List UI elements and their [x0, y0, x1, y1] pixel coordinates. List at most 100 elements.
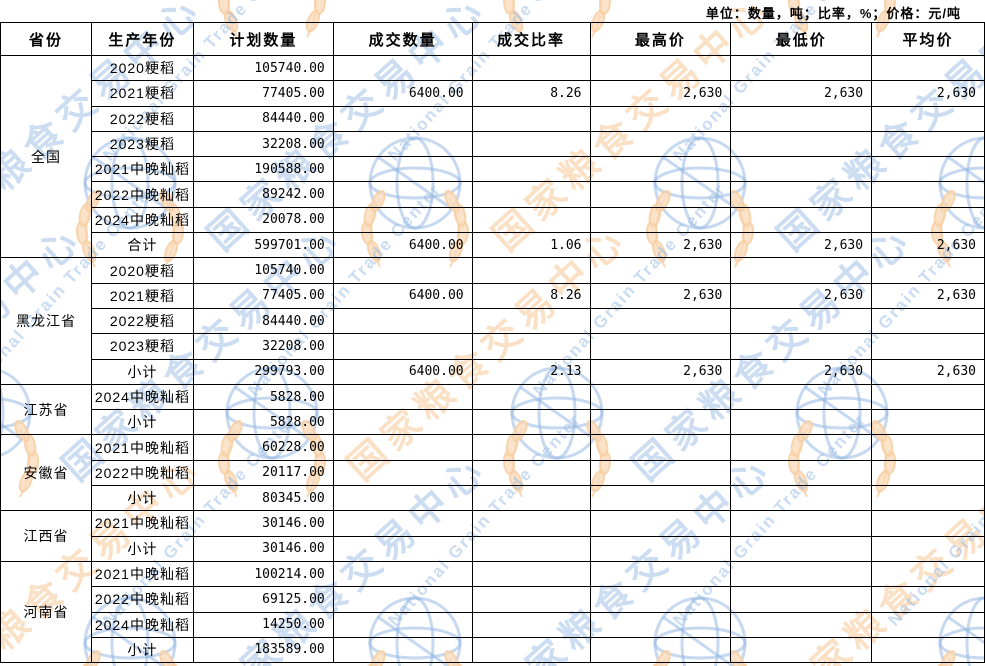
cell-deal-qty: 6400.00 [332, 232, 473, 259]
results-table: 省份 生产年份 计划数量 成交数量 成交比率 最高价 最低价 平均价 全国 2020粳稻 1057… [0, 22, 985, 664]
table-body: 全国 2020粳稻 105740.00 2021粳稻 77405.00 6400.00 8.… [0, 54, 985, 664]
column-header-min-price: 最低价 [730, 22, 873, 56]
table-row: 小计 30146.00 [1, 535, 985, 562]
table-row: 2023粳稻 32208.00 [1, 130, 985, 158]
cell-deal-ratio [471, 333, 591, 360]
cell-year: 2021中晚籼稻 [90, 510, 194, 537]
cell-avg-price [871, 434, 985, 461]
cell-plan-qty: 20078.00 [192, 206, 334, 234]
cell-min-price [730, 459, 873, 487]
cell-deal-ratio [471, 105, 591, 132]
cell-year: 小计 [90, 535, 194, 562]
cell-max-price: 2,630 [589, 80, 732, 107]
table-row: 2022粳稻 84440.00 [1, 105, 985, 132]
cell-year: 小计 [90, 636, 194, 664]
cell-plan-qty: 32208.00 [192, 130, 334, 158]
cell-max-price [589, 535, 732, 562]
table-row: 2022中晚籼稻 69125.00 [1, 586, 985, 613]
cell-deal-ratio [471, 535, 591, 562]
table-row: 全国 2020粳稻 105740.00 [0, 54, 985, 259]
cell-year: 2022中晚籼稻 [90, 586, 194, 613]
cell-year: 2021中晚籼稻 [90, 560, 194, 588]
unit-note: 单位：数量，吨；比率，%；价格：元/吨 [705, 6, 961, 21]
cell-year: 2024中晚籼稻 [90, 383, 194, 411]
cell-avg-price [871, 560, 985, 588]
table-row: 黑龙江省 2020粳稻 105740.00 [0, 257, 985, 385]
cell-deal-ratio [471, 54, 591, 82]
cell-max-price [589, 636, 732, 664]
cell-min-price: 2,630 [730, 80, 873, 107]
cell-deal-ratio [471, 560, 591, 588]
cell-max-price [589, 257, 732, 284]
column-header-deal: 成交数量 [332, 22, 473, 56]
cell-max-price [589, 181, 732, 208]
table-row: 2022中晚籼稻 89242.00 [1, 181, 985, 208]
cell-deal-ratio [471, 257, 591, 284]
cell-min-price [730, 409, 873, 436]
cell-deal-qty [332, 560, 473, 588]
cell-plan-qty: 84440.00 [192, 307, 334, 335]
cell-deal-ratio [471, 636, 591, 664]
cell-year: 2020粳稻 [90, 54, 194, 82]
cell-min-price [730, 181, 873, 208]
cell-plan-qty: 183589.00 [192, 636, 334, 664]
cell-avg-price [871, 206, 985, 234]
cell-deal-qty [332, 54, 473, 82]
province-cell: 江西省 [0, 510, 92, 562]
cell-avg-price: 2,630 [871, 358, 985, 385]
cell-deal-ratio: 2.13 [471, 358, 591, 385]
cell-min-price: 2,630 [730, 358, 873, 385]
cell-max-price [589, 333, 732, 360]
cell-min-price [730, 130, 873, 158]
cell-plan-qty: 80345.00 [192, 485, 334, 512]
cell-avg-price [871, 485, 985, 512]
table-row: 安徽省 2021中晚籼稻 60228.00 [0, 434, 985, 512]
cell-year: 合计 [90, 232, 194, 259]
cell-avg-price [871, 181, 985, 208]
cell-max-price [589, 611, 732, 638]
cell-min-price [730, 156, 873, 183]
cell-avg-price [871, 409, 985, 436]
cell-max-price [589, 156, 732, 183]
table-row: 2021粳稻 77405.00 6400.00 8.26 2,630 2,630 2,630 [1, 282, 985, 309]
cell-year: 2022中晚籼稻 [90, 459, 194, 487]
cell-max-price [589, 409, 732, 436]
cell-deal-qty [332, 510, 473, 537]
cell-year: 2020粳稻 [90, 257, 194, 284]
cell-year: 2024中晚籼稻 [90, 206, 194, 234]
cell-plan-qty: 32208.00 [192, 333, 334, 360]
cell-year: 2024中晚籼稻 [90, 611, 194, 638]
cell-avg-price [871, 383, 985, 411]
cell-avg-price: 2,630 [871, 232, 985, 259]
cell-avg-price [871, 333, 985, 360]
cell-max-price [589, 485, 732, 512]
cell-plan-qty: 30146.00 [192, 535, 334, 562]
cell-deal-qty [332, 383, 473, 411]
cell-plan-qty: 89242.00 [192, 181, 334, 208]
cell-deal-qty [332, 586, 473, 613]
cell-plan-qty: 100214.00 [192, 560, 334, 588]
cell-max-price [589, 105, 732, 132]
cell-avg-price [871, 54, 985, 82]
cell-year: 小计 [90, 485, 194, 512]
cell-plan-qty: 20117.00 [192, 459, 334, 487]
cell-year: 2023粳稻 [90, 333, 194, 360]
cell-deal-ratio [471, 459, 591, 487]
column-header-year: 生产年份 [90, 22, 194, 56]
cell-avg-price [871, 510, 985, 537]
table-row: 2021中晚籼稻 190588.00 [1, 156, 985, 183]
cell-plan-qty: 30146.00 [192, 510, 334, 537]
cell-max-price [589, 383, 732, 411]
cell-plan-qty: 14250.00 [192, 611, 334, 638]
cell-deal-ratio [471, 130, 591, 158]
table-row: 2021粳稻 77405.00 6400.00 8.26 2,630 2,630 2,630 [1, 80, 985, 107]
cell-min-price [730, 535, 873, 562]
cell-deal-qty [332, 181, 473, 208]
cell-avg-price [871, 105, 985, 132]
table-row: 2024中晚籼稻 20078.00 [1, 206, 985, 234]
cell-year: 2023粳稻 [90, 130, 194, 158]
cell-deal-qty [332, 105, 473, 132]
cell-min-price [730, 510, 873, 537]
cell-avg-price [871, 130, 985, 158]
cell-deal-qty [332, 434, 473, 461]
